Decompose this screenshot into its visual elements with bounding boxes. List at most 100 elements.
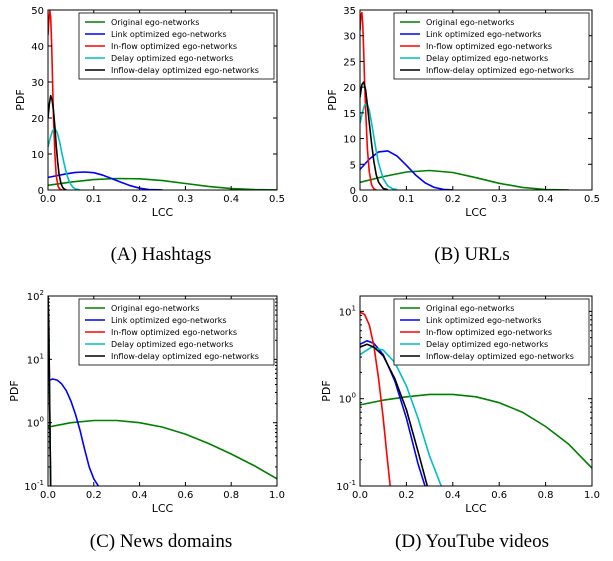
plot-frame — [359, 9, 593, 191]
series-line-1 — [48, 171, 163, 190]
legend-label-4: Inflow-delay optimized ego-networks — [426, 66, 574, 75]
x-tick-label: 0.4 — [538, 194, 554, 205]
series-line-0 — [360, 169, 569, 190]
x-tick-label: 0.6 — [491, 490, 507, 501]
caption-d: (D) YouTube videos — [395, 531, 549, 552]
y-tick-label: 100 — [27, 416, 44, 430]
y-tick-label: 102 — [27, 289, 44, 303]
y-tick-label: 0 — [38, 186, 44, 197]
y-tick-label: 25 — [343, 57, 356, 68]
series-line-3 — [360, 102, 398, 190]
y-tick-label: 30 — [31, 78, 44, 89]
y-tick-label: 30 — [343, 32, 356, 43]
y-tick-label: 20 — [343, 83, 356, 94]
legend-label-2: In-flow optimized ego-networks — [426, 328, 552, 337]
y-tick-label: 101 — [339, 304, 356, 318]
y-tick-label: 10-1 — [24, 479, 44, 493]
x-tick-label: 0.0 — [40, 490, 56, 501]
legend: Original ego-networks Link optimized ego-… — [393, 298, 590, 366]
series-line-0 — [360, 393, 592, 469]
series-line-0 — [48, 177, 277, 190]
x-tick-label: 0.0 — [40, 194, 56, 205]
x-tick-label: 0.3 — [177, 194, 193, 205]
legend-label-0: Original ego-networks — [111, 18, 199, 27]
x-tick-label: 0.0 — [352, 490, 368, 501]
series-line-3 — [360, 346, 442, 486]
x-tick-label: 0.2 — [445, 194, 461, 205]
legend-label-3: Delay optimized ego-networks — [111, 54, 233, 63]
legend-label-4: Inflow-delay optimized ego-networks — [111, 352, 259, 361]
legend-box — [78, 12, 275, 80]
legend-label-2: In-flow optimized ego-networks — [111, 328, 237, 337]
y-tick-label: 10 — [343, 135, 356, 146]
caption-c: (C) News domains — [89, 531, 233, 552]
legend-label-3: Delay optimized ego-networks — [426, 340, 548, 349]
legend-label-0: Original ego-networks — [111, 304, 199, 313]
legend-label-2: In-flow optimized ego-networks — [426, 42, 552, 51]
legend-label-2: In-flow optimized ego-networks — [111, 42, 237, 51]
chart-1: 0.0 0.1 0.2 0.3 0.4 0.5 0 5 10 15 20 25 30 35 LCC PDF Or… — [326, 6, 600, 219]
legend: Original ego-networks Link optimized ego-… — [393, 12, 590, 80]
series-line-2 — [360, 11, 377, 190]
x-tick-label: 0.2 — [398, 490, 414, 501]
x-axis-label: LCC — [465, 502, 487, 515]
legend-label-1: Link optimized ego-networks — [426, 30, 542, 39]
series-line-2 — [48, 10, 62, 190]
y-tick-label: 10 — [31, 150, 44, 161]
x-tick-label: 0.6 — [177, 490, 193, 501]
x-tick-label: 0.5 — [584, 194, 600, 205]
series-line-4 — [360, 81, 389, 190]
chart-2: 0.0 0.2 0.4 0.6 0.8 1.0 10-1 100 101 102 LCC PDF Ori… — [8, 289, 285, 515]
series-line-2 — [360, 311, 391, 486]
legend-label-3: Delay optimized ego-networks — [111, 340, 233, 349]
y-tick-label: 101 — [27, 352, 44, 366]
plot-frame — [47, 295, 278, 487]
legend-box — [393, 12, 590, 80]
x-tick-label: 0.4 — [132, 490, 148, 501]
legend-label-1: Link optimized ego-networks — [426, 316, 542, 325]
caption-b: (B) URLs — [434, 244, 510, 265]
x-axis-label: LCC — [465, 206, 487, 219]
legend: Original ego-networks Link optimized ego-… — [78, 298, 275, 366]
series-line-3 — [48, 128, 81, 190]
x-tick-label: 0.4 — [223, 194, 239, 205]
legend-label-4: Inflow-delay optimized ego-networks — [111, 66, 259, 75]
legend-label-4: Inflow-delay optimized ego-networks — [426, 352, 574, 361]
y-tick-label: 0 — [350, 186, 356, 197]
x-tick-label: 0.4 — [445, 490, 461, 501]
series-line-0 — [48, 419, 277, 480]
y-tick-label: 50 — [31, 6, 44, 17]
series-line-4 — [48, 94, 67, 190]
x-tick-label: 0.2 — [86, 490, 102, 501]
series-line-1 — [360, 150, 453, 190]
x-tick-label: 0.8 — [538, 490, 554, 501]
x-tick-label: 0.1 — [86, 194, 102, 205]
x-tick-label: 1.0 — [269, 490, 285, 501]
y-tick-label: 20 — [31, 114, 44, 125]
x-axis-label: LCC — [152, 206, 174, 219]
y-tick-label: 40 — [31, 42, 44, 53]
x-tick-label: 0.3 — [491, 194, 507, 205]
x-tick-label: 0.2 — [132, 194, 148, 205]
x-tick-label: 0.1 — [398, 194, 414, 205]
legend-box — [78, 298, 275, 366]
legend-label-0: Original ego-networks — [426, 304, 514, 313]
series-line-4 — [360, 343, 429, 486]
y-tick-label: 10-1 — [336, 479, 356, 493]
legend-box — [393, 298, 590, 366]
y-axis-label: PDF — [8, 380, 21, 401]
legend-label-1: Link optimized ego-networks — [111, 316, 227, 325]
y-axis-label: PDF — [320, 380, 333, 401]
series-group — [48, 10, 277, 190]
y-axis-label: PDF — [14, 89, 27, 110]
chart-3: 0.0 0.2 0.4 0.6 0.8 1.0 10-1 100 101 LCC PDF Origin… — [320, 295, 600, 515]
x-tick-label: 0.8 — [223, 490, 239, 501]
x-axis-label: LCC — [152, 502, 174, 515]
y-tick-label: 100 — [339, 392, 356, 406]
legend-label-0: Original ego-networks — [426, 18, 514, 27]
y-tick-label: 5 — [350, 160, 356, 171]
x-tick-label: 1.0 — [584, 490, 600, 501]
x-tick-label: 0.5 — [269, 194, 285, 205]
legend-label-3: Delay optimized ego-networks — [426, 54, 548, 63]
